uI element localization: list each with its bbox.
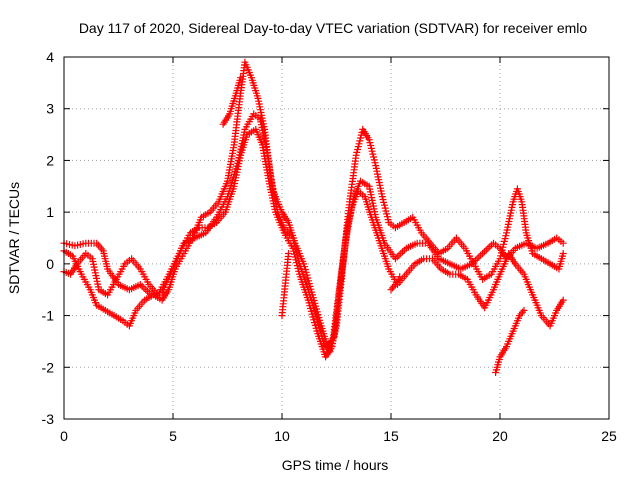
data-point-marks: [60, 58, 567, 356]
x-tick-label: 10: [274, 428, 290, 444]
x-axis-label: GPS time / hours: [282, 457, 389, 473]
y-axis-label: SDTVAR / TECUs: [6, 182, 22, 294]
series-track-4: [278, 250, 292, 320]
series-track-7: [219, 74, 245, 128]
series-track-5: [387, 273, 404, 294]
data-point-marks: [492, 306, 528, 376]
x-tick-label: 0: [60, 428, 68, 444]
x-tick-label: 20: [492, 428, 508, 444]
plot-frame: [63, 56, 610, 420]
y-tick-label: 1: [46, 204, 54, 220]
data-points-layer: [60, 58, 567, 376]
x-tick-label: 15: [383, 428, 399, 444]
y-tick-label: 3: [46, 101, 54, 117]
y-tick-label: 2: [46, 152, 54, 168]
x-tick-label: 5: [169, 428, 177, 444]
x-tick-labels: 0 5 10 15 20 25: [60, 428, 617, 444]
y-tick-labels: -3 -2 -1 0 1 2 3 4: [42, 49, 55, 427]
data-point-marks: [278, 250, 292, 320]
y-tick-label: -3: [42, 411, 55, 427]
y-tick-label: -1: [42, 308, 55, 324]
y-tick-label: 0: [46, 256, 54, 272]
tick-layer: [63, 56, 610, 420]
series-track-3: [60, 58, 567, 356]
x-tick-label: 25: [601, 428, 617, 444]
y-tick-label: -2: [42, 359, 55, 375]
y-tick-label: 4: [46, 49, 54, 65]
series-track-6: [492, 306, 528, 376]
data-point-marks: [387, 273, 404, 294]
chart-title: Day 117 of 2020, Sidereal Day-to-day VTE…: [79, 20, 588, 36]
data-point-marks: [219, 74, 245, 128]
